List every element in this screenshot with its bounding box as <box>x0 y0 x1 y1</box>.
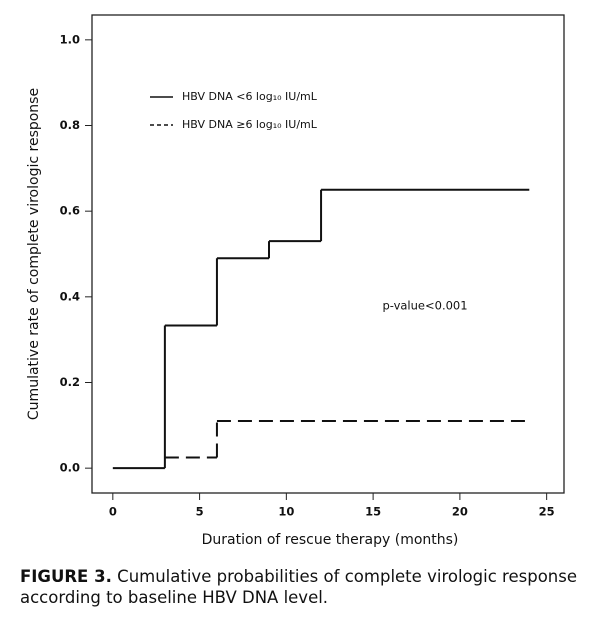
x-tick-label: 5 <box>196 505 204 519</box>
y-tick-label: 0.4 <box>60 289 80 303</box>
legend-label: HBV DNA <6 log₁₀ IU/mL <box>182 90 318 103</box>
caption-label: FIGURE 3. <box>20 567 112 586</box>
y-tick-label: 0.6 <box>60 204 80 218</box>
y-axis-label: Cumulative rate of complete virologic re… <box>26 88 42 420</box>
x-tick-label: 0 <box>109 505 117 519</box>
legend-label: HBV DNA ≥6 log₁₀ IU/mL <box>182 118 318 131</box>
x-tick-label: 15 <box>365 505 381 519</box>
x-tick-label: 25 <box>539 505 555 519</box>
y-tick-label: 1.0 <box>60 32 80 46</box>
plot-frame <box>91 14 565 494</box>
caption: FIGURE 3. Cumulative probabilities of co… <box>20 566 577 608</box>
x-axis-label: Duration of rescue therapy (months) <box>202 532 459 548</box>
y-tick-label: 0.8 <box>60 118 80 132</box>
annotation: p-value<0.001 <box>382 299 467 313</box>
chart: Duration of rescue therapy (months) Cumu… <box>26 14 565 548</box>
caption-text: Cumulative probabilities of complete vir… <box>20 567 577 607</box>
x-tick-label: 20 <box>452 505 468 519</box>
y-tick-label: 0.0 <box>60 461 80 475</box>
y-tick-label: 0.2 <box>60 375 80 389</box>
x-tick-label: 10 <box>278 505 294 519</box>
